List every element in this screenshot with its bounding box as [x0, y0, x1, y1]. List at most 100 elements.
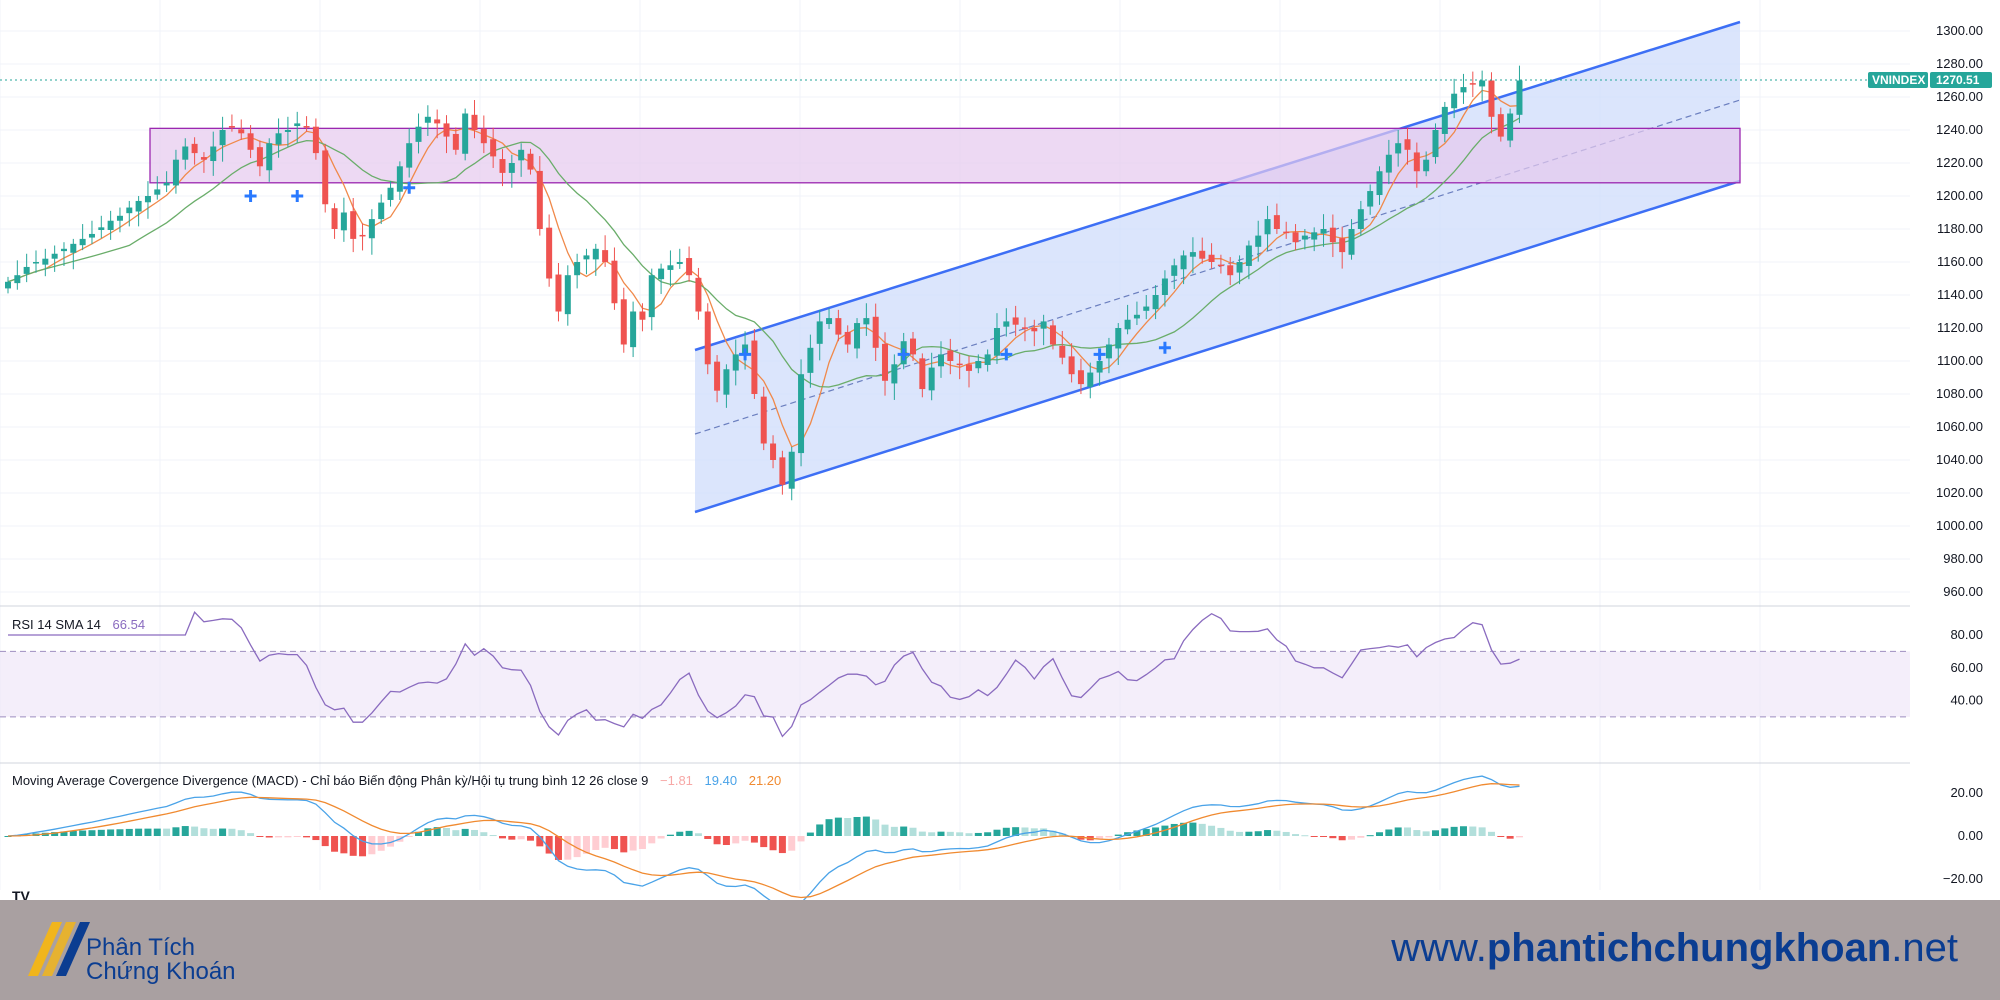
candle [1152, 285, 1159, 320]
candle [508, 154, 515, 188]
macd-hist-bar [153, 828, 161, 836]
macd-tick-label: 0.00 [1958, 828, 1983, 843]
macd-hist-bar [1422, 831, 1430, 836]
candle [1432, 123, 1439, 164]
macd-hist-bar [88, 830, 96, 836]
macd-hist-bar [200, 828, 208, 836]
rsi-line [8, 611, 1520, 738]
candle-body [527, 153, 534, 170]
candle [424, 105, 431, 136]
macd-hist-value: −1.81 [660, 773, 693, 788]
candle-body [611, 260, 618, 304]
candle-body [238, 129, 245, 134]
candle-body [518, 149, 525, 161]
macd-hist-bar [918, 831, 926, 836]
price-tick-label: 1020.00 [1936, 485, 1983, 500]
candle [546, 214, 553, 287]
macd-hist-bar [1348, 836, 1356, 840]
candle-body [1189, 252, 1196, 257]
candle [499, 149, 506, 187]
macd-legend[interactable]: Moving Average Covergence Divergence (MA… [12, 773, 789, 788]
candle-body [1348, 229, 1355, 255]
candle [835, 309, 842, 342]
macd-hist-bar [694, 833, 702, 836]
candle-body [826, 318, 833, 325]
candle-body [1087, 372, 1094, 387]
price-tick-label: 960.00 [1943, 584, 1983, 599]
candle-body [1068, 356, 1075, 375]
macd-hist-bar [256, 836, 264, 837]
candle [1077, 358, 1084, 394]
macd-hist-bar [172, 827, 180, 836]
macd-hist-bar [321, 836, 329, 847]
regression-channel[interactable] [695, 22, 1740, 512]
price-tick-label: 1220.00 [1936, 155, 1983, 170]
macd-hist-bar [489, 835, 497, 837]
url-domain: phantichchungkhoan [1486, 926, 1892, 970]
candle-body [350, 211, 357, 239]
candle [1348, 219, 1355, 260]
macd-hist-bar [1320, 836, 1328, 837]
macd-tick-label: 20.00 [1950, 785, 1983, 800]
macd-hist-bar [685, 830, 693, 836]
candle-body [1031, 328, 1038, 332]
candle-body [1115, 328, 1122, 349]
price-axis[interactable]: 1300.00 1280.00 1260.00 1240.00 1220.00 1200.… [1936, 23, 1983, 599]
macd-hist-bar [498, 836, 506, 839]
rsi-band [0, 651, 1910, 717]
candle-body [807, 347, 814, 373]
candle [1161, 270, 1168, 307]
price-tick-label: 1300.00 [1936, 23, 1983, 38]
candle-body [98, 227, 105, 230]
candle-body [910, 338, 917, 355]
website-url[interactable]: www.phantichchungkhoan.net [1391, 926, 1958, 971]
signal-marker [1158, 341, 1171, 354]
candle [256, 140, 263, 177]
candle-body [1488, 80, 1495, 117]
candle-body [182, 146, 189, 160]
macd-hist-bar [1142, 828, 1150, 836]
candle [1003, 308, 1010, 337]
candle-body [648, 275, 655, 318]
candle-body [434, 119, 441, 124]
price-tick-label: 1240.00 [1936, 122, 1983, 137]
macd-hist-bar [237, 830, 245, 836]
macd-hist-bar [219, 828, 227, 836]
brand-name-line1: Phân Tích [86, 934, 195, 961]
candle [79, 224, 86, 251]
macd-hist-bar [1497, 836, 1505, 837]
price-tick-label: 1120.00 [1937, 320, 1983, 335]
channel-upper-line[interactable] [694, 20, 1741, 352]
resistance-zone[interactable] [149, 127, 1741, 184]
macd-hist-bar [1105, 836, 1113, 838]
candle [60, 242, 67, 266]
rsi-tick-label: 80.00 [1950, 627, 1983, 642]
macd-hist-bar [433, 827, 441, 836]
candle [1376, 166, 1383, 205]
macd-hist-bar [872, 819, 880, 836]
candle [378, 194, 385, 225]
price-tick-label: 1040.00 [1936, 452, 1983, 467]
candle [406, 128, 413, 178]
rsi-legend[interactable]: RSI 14 SMA 14 66.54 [12, 617, 153, 632]
candle [396, 161, 403, 200]
candle-body [508, 163, 515, 173]
macd-hist-bar [293, 836, 301, 838]
macd-hist-bar [853, 816, 861, 836]
candle-body [1507, 113, 1514, 141]
channel-lower-line[interactable] [694, 179, 1741, 514]
rsi-tick-label: 60.00 [1950, 660, 1983, 675]
candle-body [5, 281, 11, 289]
signal-marker [244, 190, 257, 202]
candle-body [1049, 325, 1056, 345]
macd-hist-bar [517, 836, 525, 840]
candle [760, 386, 767, 451]
candle [107, 210, 114, 240]
candle [1115, 323, 1122, 365]
candle [686, 246, 693, 282]
price-tick-label: 1160.00 [1937, 254, 1983, 269]
macd-hist-bar [993, 829, 1001, 836]
candle [1460, 73, 1467, 104]
price-chart[interactable]: 1300.00 1280.00 1260.00 1240.00 1220.00 1200.… [0, 0, 2000, 900]
candle [1133, 301, 1140, 326]
